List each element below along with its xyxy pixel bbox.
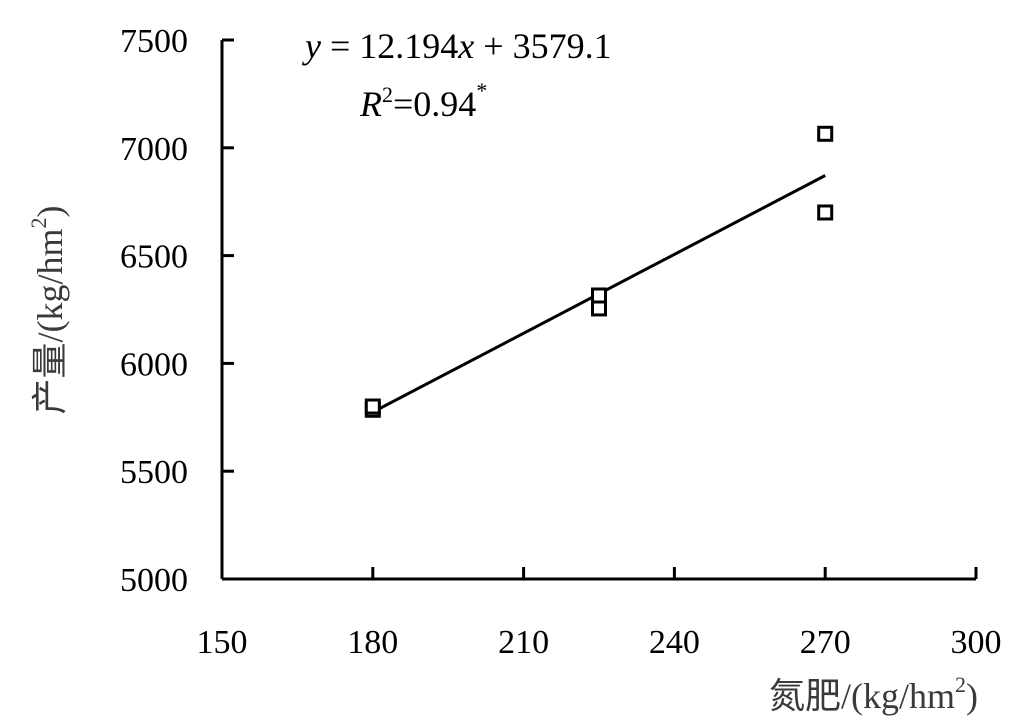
r-star: *	[476, 78, 487, 103]
y-tick-label: 5000	[120, 562, 188, 599]
equation-rest: = 12.194	[321, 26, 458, 66]
x-tick-label: 300	[951, 624, 1002, 661]
x-tick-label: 180	[347, 624, 398, 661]
y-axis-title-end: )	[30, 206, 70, 218]
data-points	[364, 125, 834, 418]
data-point	[364, 398, 381, 415]
equation-tail: + 3579.1	[474, 26, 611, 66]
ticks: 5000 5500 6000 6500 7000 7500 150 180 210 240 270 3…	[120, 23, 1002, 661]
regression-equation: y = 12.194x + 3579.1	[302, 26, 612, 66]
equation-y: y	[302, 26, 321, 66]
axes	[220, 40, 976, 581]
x-axis-title-sup: 2	[955, 672, 966, 697]
x-axis-title-end: )	[966, 676, 978, 716]
y-axis-title: 产量/(kg/hm2)	[26, 206, 70, 415]
y-tick-label: 5500	[120, 454, 188, 491]
data-point	[591, 300, 607, 317]
equation-x: x	[457, 26, 474, 66]
x-axis-title-main: 氮肥/(kg/hm	[769, 676, 955, 716]
data-point	[591, 287, 607, 304]
y-tick-label: 7500	[120, 23, 188, 60]
r-value: =0.94	[393, 84, 476, 124]
x-tick-label: 270	[800, 624, 851, 661]
x-tick-label: 150	[197, 624, 248, 661]
y-axis-title-main: 产量/(kg/hm	[30, 229, 70, 415]
data-point	[817, 125, 834, 142]
r-superscript: 2	[382, 82, 393, 107]
r-squared-label: R2=0.94*	[359, 78, 487, 124]
y-tick-label: 6500	[120, 239, 188, 276]
y-axis-title-sup: 2	[26, 218, 51, 229]
y-tick-label: 6000	[120, 346, 188, 383]
x-tick-label: 240	[649, 624, 700, 661]
x-axis-title: 氮肥/(kg/hm2)	[769, 672, 978, 716]
data-point	[817, 204, 834, 221]
r-letter: R	[359, 84, 382, 124]
x-tick-label: 210	[498, 624, 549, 661]
y-tick-label: 7000	[120, 131, 188, 168]
